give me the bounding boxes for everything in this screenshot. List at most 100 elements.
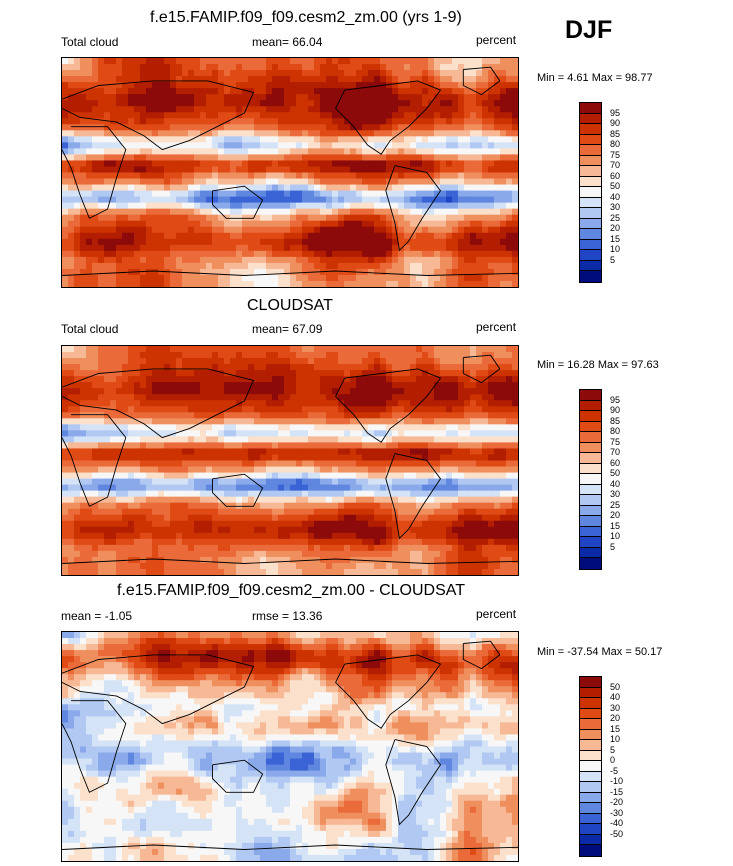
field-cell <box>488 82 495 89</box>
field-cell <box>314 160 321 168</box>
field-cell <box>356 496 363 504</box>
field-cell <box>338 364 345 371</box>
field-cell <box>134 154 141 162</box>
field-cell <box>284 448 291 456</box>
field-cell <box>194 178 201 186</box>
field-cell <box>224 148 231 156</box>
field-cell <box>440 100 447 107</box>
colorbar-box <box>580 134 601 146</box>
field-cell <box>98 202 105 210</box>
field-cell <box>188 220 195 228</box>
field-cell <box>242 262 249 270</box>
field-cell <box>206 472 213 480</box>
field-cell <box>434 394 441 401</box>
field-cell <box>212 238 219 246</box>
field-cell <box>284 274 291 282</box>
field-cell <box>176 124 183 131</box>
field-cell <box>296 208 303 216</box>
field-cell <box>86 508 93 516</box>
field-cell <box>194 388 201 395</box>
field-cell <box>374 190 381 198</box>
field-cell <box>62 430 69 437</box>
field-cell <box>122 238 129 246</box>
field-cell <box>308 460 315 468</box>
field-cell <box>302 394 309 401</box>
field-cell <box>440 370 447 377</box>
field-cell <box>506 184 513 192</box>
field-cell <box>152 352 159 359</box>
field-cell <box>158 382 165 389</box>
field-cell <box>104 280 111 287</box>
field-cell <box>86 496 93 504</box>
field-cell <box>440 496 447 504</box>
field-cell <box>116 148 123 156</box>
field-cell <box>320 100 327 107</box>
field-cell <box>440 76 447 83</box>
field-cell <box>86 274 93 282</box>
field-cell <box>368 124 375 131</box>
field-cell <box>458 184 465 192</box>
field-cell <box>146 274 153 282</box>
field-cell <box>92 442 99 450</box>
field-cell <box>416 244 423 252</box>
field-cell <box>440 448 447 456</box>
field-cell <box>134 94 141 101</box>
field-cell <box>380 460 387 468</box>
field-cell <box>284 214 291 222</box>
field-cell <box>200 268 207 276</box>
field-cell <box>278 280 285 287</box>
field-cell <box>416 448 423 456</box>
field-cell <box>188 118 195 125</box>
field-cell <box>254 58 261 65</box>
field-cell <box>338 136 345 143</box>
field-cell <box>254 364 261 371</box>
field-cell <box>272 478 279 486</box>
field-cell <box>188 58 195 65</box>
field-cell <box>182 424 189 431</box>
field-cell <box>176 370 183 377</box>
field-cell <box>74 448 81 456</box>
field-cell <box>164 238 171 246</box>
field-cell <box>266 190 273 198</box>
field-cell <box>380 214 387 222</box>
field-cell <box>302 490 309 498</box>
field-cell <box>200 280 207 287</box>
field-cell <box>452 70 459 77</box>
field-cell <box>410 412 417 419</box>
field-cell <box>488 112 495 119</box>
field-cell <box>488 382 495 389</box>
field-cell <box>230 460 237 468</box>
field-cell <box>248 106 255 113</box>
field-cell <box>296 100 303 107</box>
field-cell <box>374 124 381 131</box>
field-cell <box>356 472 363 480</box>
field-cell <box>308 100 315 107</box>
field-cell <box>452 136 459 143</box>
colorbar-box <box>580 176 601 188</box>
field-cell <box>488 250 495 258</box>
field-cell <box>80 502 87 510</box>
field-cell <box>296 472 303 480</box>
field-cell <box>236 142 243 149</box>
field-cell <box>494 142 501 149</box>
field-cell <box>176 448 183 456</box>
field-cell <box>230 454 237 462</box>
field-cell <box>290 100 297 107</box>
field-cell <box>206 382 213 389</box>
field-cell <box>284 430 291 437</box>
field-cell <box>128 112 135 119</box>
field-cell <box>506 376 513 383</box>
field-cell <box>158 352 165 359</box>
field-cell <box>512 220 518 228</box>
field-cell <box>170 424 177 431</box>
field-cell <box>470 274 477 282</box>
field-cell <box>434 484 441 492</box>
field-cell <box>170 466 177 474</box>
field-cell <box>200 490 207 498</box>
field-cell <box>452 184 459 192</box>
field-cell <box>212 190 219 198</box>
field-cell <box>134 472 141 480</box>
field-cell <box>128 160 135 168</box>
field-cell <box>122 70 129 77</box>
field-cell <box>410 352 417 359</box>
